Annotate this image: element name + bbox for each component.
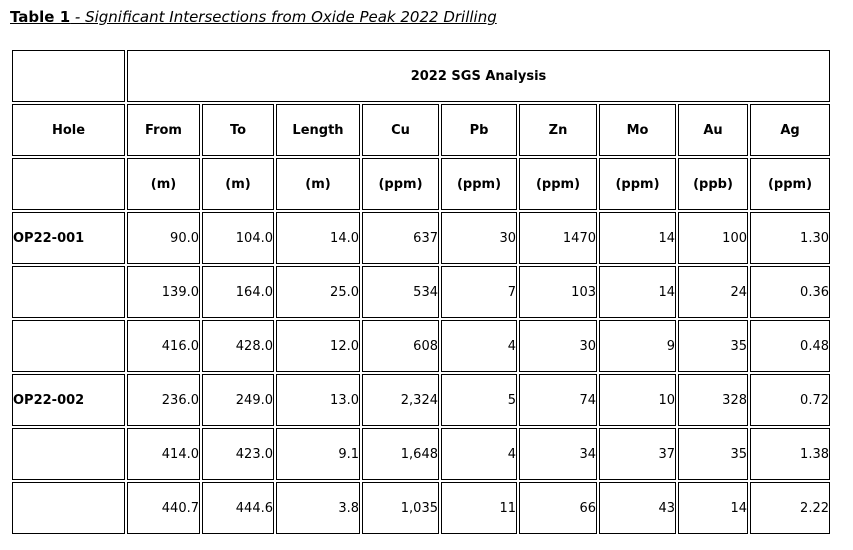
- table-title-separator: -: [70, 8, 86, 26]
- cell-cu: 2,324: [362, 374, 439, 426]
- cell-cu: 1,035: [362, 482, 439, 534]
- table-title: Table 1 - Significant Intersections from…: [10, 8, 497, 27]
- unit-from: (m): [127, 158, 200, 210]
- cell-length: 13.0: [276, 374, 360, 426]
- column-header-hole: Hole: [12, 104, 125, 156]
- unit-zn: (ppm): [519, 158, 597, 210]
- cell-zn: 30: [519, 320, 597, 372]
- cell-pb: 4: [441, 428, 517, 480]
- cell-ag: 0.72: [750, 374, 830, 426]
- cell-au: 24: [678, 266, 748, 318]
- table-row: 416.0 428.0 12.0 608 4 30 9 35 0.48: [12, 320, 830, 372]
- cell-zn: 1470: [519, 212, 597, 264]
- unit-pb: (ppm): [441, 158, 517, 210]
- table-row: 440.7 444.6 3.8 1,035 11 66 43 14 2.22: [12, 482, 830, 534]
- cell-from: 440.7: [127, 482, 200, 534]
- units-row: (m) (m) (m) (ppm) (ppm) (ppm) (ppm) (ppb…: [12, 158, 830, 210]
- cell-au: 14: [678, 482, 748, 534]
- cell-cu: 1,648: [362, 428, 439, 480]
- cell-pb: 30: [441, 212, 517, 264]
- unit-cu: (ppm): [362, 158, 439, 210]
- cell-ag: 0.48: [750, 320, 830, 372]
- column-header-pb: Pb: [441, 104, 517, 156]
- column-header-mo: Mo: [599, 104, 676, 156]
- cell-zn: 34: [519, 428, 597, 480]
- unit-au: (ppb): [678, 158, 748, 210]
- unit-to: (m): [202, 158, 274, 210]
- cell-length: 12.0: [276, 320, 360, 372]
- cell-hole: [12, 428, 125, 480]
- column-header-zn: Zn: [519, 104, 597, 156]
- cell-to: 423.0: [202, 428, 274, 480]
- cell-from: 236.0: [127, 374, 200, 426]
- cell-to: 249.0: [202, 374, 274, 426]
- cell-cu: 534: [362, 266, 439, 318]
- column-header-ag: Ag: [750, 104, 830, 156]
- cell-from: 139.0: [127, 266, 200, 318]
- cell-from: 414.0: [127, 428, 200, 480]
- column-header-au: Au: [678, 104, 748, 156]
- cell-hole: [12, 482, 125, 534]
- cell-pb: 11: [441, 482, 517, 534]
- cell-hole: [12, 266, 125, 318]
- cell-cu: 637: [362, 212, 439, 264]
- unit-hole: [12, 158, 125, 210]
- group-header-cell: 2022 SGS Analysis: [127, 50, 830, 102]
- cell-to: 444.6: [202, 482, 274, 534]
- cell-length: 25.0: [276, 266, 360, 318]
- group-header-row: 2022 SGS Analysis: [12, 50, 830, 102]
- table-row: OP22-002 236.0 249.0 13.0 2,324 5 74 10 …: [12, 374, 830, 426]
- table-row: 414.0 423.0 9.1 1,648 4 34 37 35 1.38: [12, 428, 830, 480]
- column-header-from: From: [127, 104, 200, 156]
- cell-pb: 5: [441, 374, 517, 426]
- cell-length: 9.1: [276, 428, 360, 480]
- cell-length: 3.8: [276, 482, 360, 534]
- table-row: 139.0 164.0 25.0 534 7 103 14 24 0.36: [12, 266, 830, 318]
- cell-mo: 37: [599, 428, 676, 480]
- cell-hole: [12, 320, 125, 372]
- column-header-to: To: [202, 104, 274, 156]
- cell-zn: 74: [519, 374, 597, 426]
- cell-ag: 1.30: [750, 212, 830, 264]
- cell-mo: 10: [599, 374, 676, 426]
- cell-length: 14.0: [276, 212, 360, 264]
- column-header-length: Length: [276, 104, 360, 156]
- cell-mo: 43: [599, 482, 676, 534]
- cell-au: 35: [678, 428, 748, 480]
- cell-pb: 4: [441, 320, 517, 372]
- cell-au: 328: [678, 374, 748, 426]
- column-header-cu: Cu: [362, 104, 439, 156]
- cell-hole: OP22-002: [12, 374, 125, 426]
- column-header-row: Hole From To Length Cu Pb Zn Mo Au Ag: [12, 104, 830, 156]
- unit-ag: (ppm): [750, 158, 830, 210]
- cell-from: 416.0: [127, 320, 200, 372]
- cell-pb: 7: [441, 266, 517, 318]
- cell-to: 104.0: [202, 212, 274, 264]
- cell-to: 164.0: [202, 266, 274, 318]
- unit-length: (m): [276, 158, 360, 210]
- cell-mo: 14: [599, 212, 676, 264]
- cell-ag: 0.36: [750, 266, 830, 318]
- table-title-subtitle: Significant Intersections from Oxide Pea…: [85, 8, 497, 26]
- cell-hole: OP22-001: [12, 212, 125, 264]
- corner-empty-cell: [12, 50, 125, 102]
- cell-mo: 9: [599, 320, 676, 372]
- cell-au: 35: [678, 320, 748, 372]
- cell-ag: 2.22: [750, 482, 830, 534]
- table-row: OP22-001 90.0 104.0 14.0 637 30 1470 14 …: [12, 212, 830, 264]
- unit-mo: (ppm): [599, 158, 676, 210]
- cell-ag: 1.38: [750, 428, 830, 480]
- intersections-table: 2022 SGS Analysis Hole From To Length Cu…: [10, 48, 832, 536]
- cell-to: 428.0: [202, 320, 274, 372]
- cell-zn: 66: [519, 482, 597, 534]
- cell-from: 90.0: [127, 212, 200, 264]
- cell-zn: 103: [519, 266, 597, 318]
- cell-au: 100: [678, 212, 748, 264]
- table-title-number: Table 1: [10, 8, 71, 26]
- cell-mo: 14: [599, 266, 676, 318]
- cell-cu: 608: [362, 320, 439, 372]
